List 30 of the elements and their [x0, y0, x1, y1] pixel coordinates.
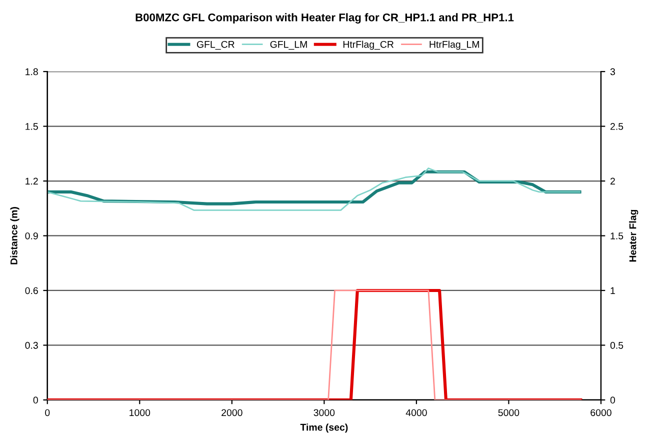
- y-tick-label: 1.2: [26, 178, 38, 185]
- y-tick-label: 1.5: [26, 123, 38, 130]
- y2-tick-label: 0: [610, 396, 616, 404]
- y-tick-label: 0: [33, 396, 38, 404]
- y2-tick-label: 3: [610, 68, 615, 76]
- y-tick-label: 0.3: [25, 342, 38, 349]
- x-tick-label: 1000: [130, 409, 150, 416]
- legend-label: HtrFlag_CR: [343, 40, 394, 50]
- y-tick-label: 0.6: [25, 287, 38, 294]
- y-tick-label: 0.9: [25, 232, 38, 240]
- x-tick-label: 0: [45, 409, 50, 416]
- legend-label: HtrFlag_LM: [430, 40, 479, 50]
- y2-tick-label: 0.5: [610, 342, 624, 349]
- y-axis-title: Distance (m): [10, 207, 20, 264]
- x-tick-label: 5000: [498, 409, 520, 416]
- x-tick-label: 6000: [590, 409, 612, 416]
- x-tick-label: 3000: [314, 409, 335, 416]
- x-tick-label: 2000: [222, 409, 242, 416]
- y2-tick-label: 2: [610, 178, 615, 185]
- y2-axis-title: Heater Flag: [629, 210, 638, 262]
- y2-tick-label: 1: [610, 287, 615, 294]
- chart-title: B00MZC GFL Comparison with Heater Flag for CR_HP1.1 and PR_HP1.1: [136, 13, 514, 24]
- x-tick-label: 4000: [406, 409, 427, 416]
- x-axis-title: Time (sec): [300, 424, 348, 433]
- y2-tick-label: 1.5: [610, 232, 624, 240]
- y-tick-label: 1.8: [26, 68, 38, 76]
- legend-label: GFL_LM: [270, 40, 307, 50]
- line-series: [47, 168, 580, 211]
- y2-tick-label: 2.5: [610, 123, 624, 130]
- legend-label: GFL_CR: [196, 40, 234, 50]
